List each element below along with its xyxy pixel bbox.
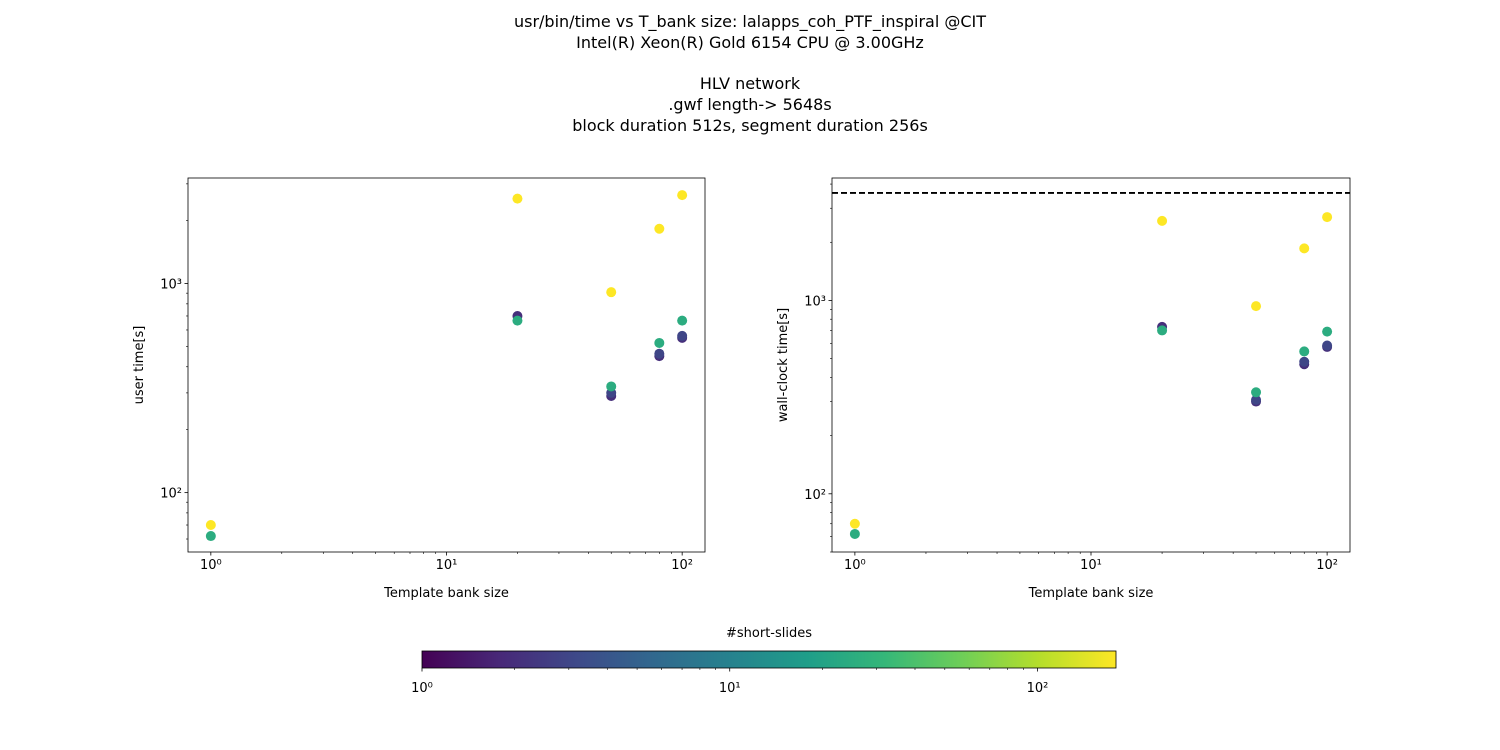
y-axis-label: user time[s] (132, 326, 147, 405)
scatter-point (1299, 356, 1310, 367)
colorbar: #short-slides 10⁰ 10¹ 10² (411, 626, 1117, 696)
scatter-point (849, 518, 860, 529)
title-line-5: .gwf length-> 5648s (668, 95, 832, 115)
figure-title: usr/bin/time vs T_bank size: lalapps_coh… (0, 12, 1500, 137)
title-line-2: Intel(R) Xeon(R) Gold 6154 CPU @ 3.00GHz (576, 32, 924, 52)
title-line-1: usr/bin/time vs T_bank size: lalapps_coh… (513, 12, 987, 31)
colorbar-tick-label: 10¹ (719, 681, 741, 696)
scatter-point (606, 381, 617, 392)
y-axis-label: wall-clock time[s] (776, 308, 791, 422)
scatter-point (1322, 212, 1333, 223)
scatter-point (1299, 243, 1310, 254)
x-tick-label: 10¹ (1080, 558, 1102, 573)
scatter-point (1251, 387, 1262, 398)
x-tick-label: 10² (1316, 558, 1338, 573)
scatter-point (1157, 215, 1168, 226)
x-tick-label: 10⁰ (200, 558, 222, 573)
scatter-point (677, 190, 688, 201)
y-tick-label: 10³ (804, 294, 826, 309)
x-axis-label: Template bank size (383, 586, 509, 601)
scatter-point (1322, 326, 1333, 337)
scatter-point (1322, 340, 1333, 351)
scatter-point (677, 315, 688, 326)
scatter-point (654, 223, 665, 234)
y-tick-label: 10² (160, 487, 182, 502)
x-axis-label: Template bank size (1028, 586, 1154, 601)
scatter-point (849, 528, 860, 539)
scatter-point (512, 193, 523, 204)
scatter-point (205, 520, 216, 531)
colorbar-gradient (421, 650, 1117, 669)
scatter-point (1299, 346, 1310, 357)
title-line-4: HLV network (699, 74, 801, 94)
colorbar-tick-label: 10² (1027, 681, 1049, 696)
scatter-point (1157, 325, 1168, 336)
colorbar-label: #short-slides (726, 626, 812, 641)
wall-clock-panel: 10⁰ 10¹ 10² 10² 10³ Template bank size wall-cl… (776, 177, 1351, 601)
axes-frame (187, 177, 706, 553)
scatter-point (677, 330, 688, 341)
scatter-point (512, 315, 523, 326)
scatter-point (1251, 394, 1262, 405)
x-tick-label: 10¹ (436, 558, 458, 573)
scatter-point (606, 287, 617, 298)
y-tick-label: 10³ (160, 278, 182, 293)
user-time-panel: 10⁰ 10¹ 10² 10² 10³ Template bank size user ti… (132, 177, 706, 601)
y-tick-label: 10² (804, 488, 826, 503)
scatter-point (1251, 301, 1262, 312)
x-tick-label: 10² (671, 558, 693, 573)
colorbar-tick-label: 10⁰ (411, 681, 433, 696)
x-tick-label: 10⁰ (844, 558, 866, 573)
title-line-6: block duration 512s, segment duration 25… (572, 115, 928, 135)
scatter-point (205, 531, 216, 542)
scatter-point (654, 348, 665, 359)
axes-frame (831, 177, 1351, 553)
scatter-point (654, 337, 665, 348)
